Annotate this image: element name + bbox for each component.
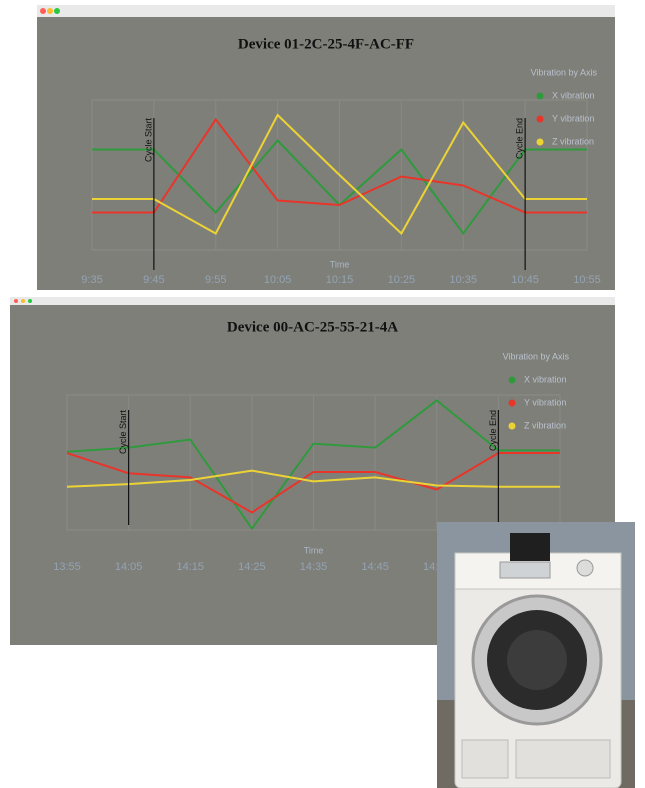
legend-marker [536, 138, 544, 146]
window-button [21, 299, 25, 303]
legend-marker [536, 115, 544, 123]
x-tick-label: 14:05 [115, 561, 143, 573]
window-frame [37, 5, 615, 290]
x-tick-label: 9:35 [81, 274, 102, 286]
window-button [14, 299, 18, 303]
series-line [66, 399, 560, 531]
chart-title: Device 01-2C-25-4F-AC-FF [238, 36, 414, 52]
legend-marker [536, 92, 544, 100]
legend-label: X vibration [552, 90, 595, 100]
legend-label: Z vibration [524, 420, 566, 430]
cycle-label: Cycle End [488, 410, 498, 451]
x-tick-label: 10:35 [449, 274, 477, 286]
x-tick-label: 14:25 [238, 561, 266, 573]
x-tick-label: 10:55 [573, 274, 601, 286]
window-titlebar [10, 297, 615, 305]
washing-machine-photo [437, 522, 635, 788]
legend-label: Y vibration [552, 113, 594, 123]
window-button [40, 8, 46, 14]
drum [507, 630, 567, 690]
cycle-label: Cycle End [515, 118, 525, 159]
chart-window: Device 01-2C-25-4F-AC-FF 9:35 9:45 9:55 10:0… [37, 5, 615, 290]
legend-label: X vibration [524, 374, 567, 384]
x-tick-label: 14:15 [176, 561, 204, 573]
sensor-box [510, 533, 550, 561]
legend-title: Vibration by Axis [531, 67, 598, 77]
chart-title: Device 00-AC-25-55-21-4A [227, 319, 398, 335]
legend-label: Y vibration [524, 397, 566, 407]
x-tick-label: 13:55 [53, 561, 81, 573]
x-axis-label: Time [304, 545, 324, 555]
series-line [92, 113, 587, 236]
charts: Device 01-2C-25-4F-AC-FF 9:35 9:45 9:55 10:0… [10, 5, 615, 645]
cycle-label: Cycle Start [118, 410, 128, 455]
legend-marker [508, 399, 516, 407]
x-tick-label: 10:25 [388, 274, 416, 286]
drawer-left [461, 739, 509, 779]
x-axis-label: Time [330, 259, 350, 269]
series-line [66, 452, 560, 514]
x-tick-label: 10:15 [326, 274, 354, 286]
window-button [28, 299, 32, 303]
x-tick-label: 9:55 [205, 274, 226, 286]
x-tick-label: 10:05 [264, 274, 292, 286]
legend-label: Z vibration [552, 136, 594, 146]
legend-marker [508, 376, 516, 384]
drawer-right [515, 739, 611, 779]
x-tick-label: 14:45 [361, 561, 389, 573]
x-tick-label: 9:45 [143, 274, 164, 286]
series-line [66, 469, 560, 488]
display [499, 561, 551, 579]
window-titlebar [37, 5, 615, 17]
series-line [92, 117, 587, 214]
x-tick-label: 10:45 [511, 274, 539, 286]
window-button [54, 8, 60, 14]
x-tick-label: 14:35 [300, 561, 328, 573]
cycle-label: Cycle Start [143, 118, 153, 163]
dial [576, 559, 594, 577]
window-button [47, 8, 53, 14]
legend-marker [508, 422, 516, 430]
legend-title: Vibration by Axis [503, 351, 570, 361]
